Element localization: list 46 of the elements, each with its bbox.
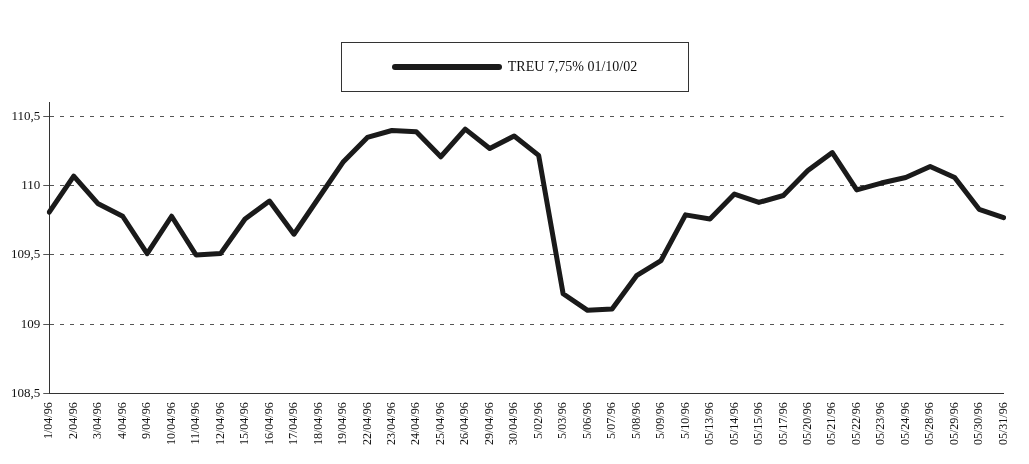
x-tick-label: 05/17/96 <box>775 402 790 445</box>
x-tick-label: 05/22/96 <box>848 402 863 445</box>
x-tick-label: 12/04/96 <box>212 402 227 445</box>
x-tick-label: 24/04/96 <box>408 402 423 445</box>
x-tick-label: 5/06/96 <box>579 402 594 439</box>
x-tick-label: 5/03/96 <box>555 402 570 439</box>
x-tick-label: 05/28/96 <box>922 402 937 445</box>
x-tick-label: 4/04/96 <box>114 402 129 439</box>
y-tick-label: 110,5 <box>11 108 41 124</box>
x-tick-label: 30/04/96 <box>506 402 521 445</box>
x-tick-label: 29/04/96 <box>481 402 496 445</box>
x-tick-label: 23/04/96 <box>383 402 398 445</box>
x-tick-label: 05/20/96 <box>799 402 814 445</box>
x-tick-label: 17/04/96 <box>286 402 301 445</box>
x-tick-label: 10/04/96 <box>163 402 178 445</box>
x-tick-label: 05/31/96 <box>995 402 1010 445</box>
y-tick-label: 109,5 <box>11 246 41 262</box>
x-tick-label: 16/04/96 <box>261 402 276 445</box>
text: TREU 7,75% 01/10/02 <box>507 59 638 75</box>
x-tick-label: 9/04/96 <box>139 402 154 439</box>
x-tick-label: 2/04/96 <box>65 402 80 439</box>
x-tick-label: 05/29/96 <box>946 402 961 445</box>
x-tick-label: 1/04/96 <box>41 402 56 439</box>
x-tick-label: 15/04/96 <box>237 402 252 445</box>
x-tick-label: 5/07/96 <box>604 402 619 439</box>
x-tick-label: 5/09/96 <box>653 402 668 439</box>
x-tick-label: 18/04/96 <box>310 402 325 445</box>
x-tick-label: 05/14/96 <box>726 402 741 445</box>
x-tick-label: 5/10/96 <box>677 402 692 439</box>
x-tick-label: 05/30/96 <box>971 402 986 445</box>
x-tick-label: 19/04/96 <box>335 402 350 445</box>
x-tick-label: 5/08/96 <box>628 402 643 439</box>
x-tick-label: 5/02/96 <box>530 402 545 439</box>
y-tick-label: 108,5 <box>11 384 41 400</box>
y-tick-label: 110 <box>21 177 41 193</box>
x-tick-label: 05/24/96 <box>897 402 912 445</box>
x-tick-label: 05/13/96 <box>702 402 717 445</box>
x-tick-label: 05/15/96 <box>751 402 766 445</box>
x-tick-label: 11/04/96 <box>188 402 203 445</box>
x-tick-label: 05/23/96 <box>873 402 888 445</box>
x-tick-label: 25/04/96 <box>432 402 447 445</box>
y-tick-label: 109 <box>20 315 41 331</box>
x-tick-label: 3/04/96 <box>90 402 105 439</box>
x-tick-label: 22/04/96 <box>359 402 374 445</box>
x-tick-label: 05/21/96 <box>824 402 839 445</box>
x-tick-label: 26/04/96 <box>457 402 472 445</box>
